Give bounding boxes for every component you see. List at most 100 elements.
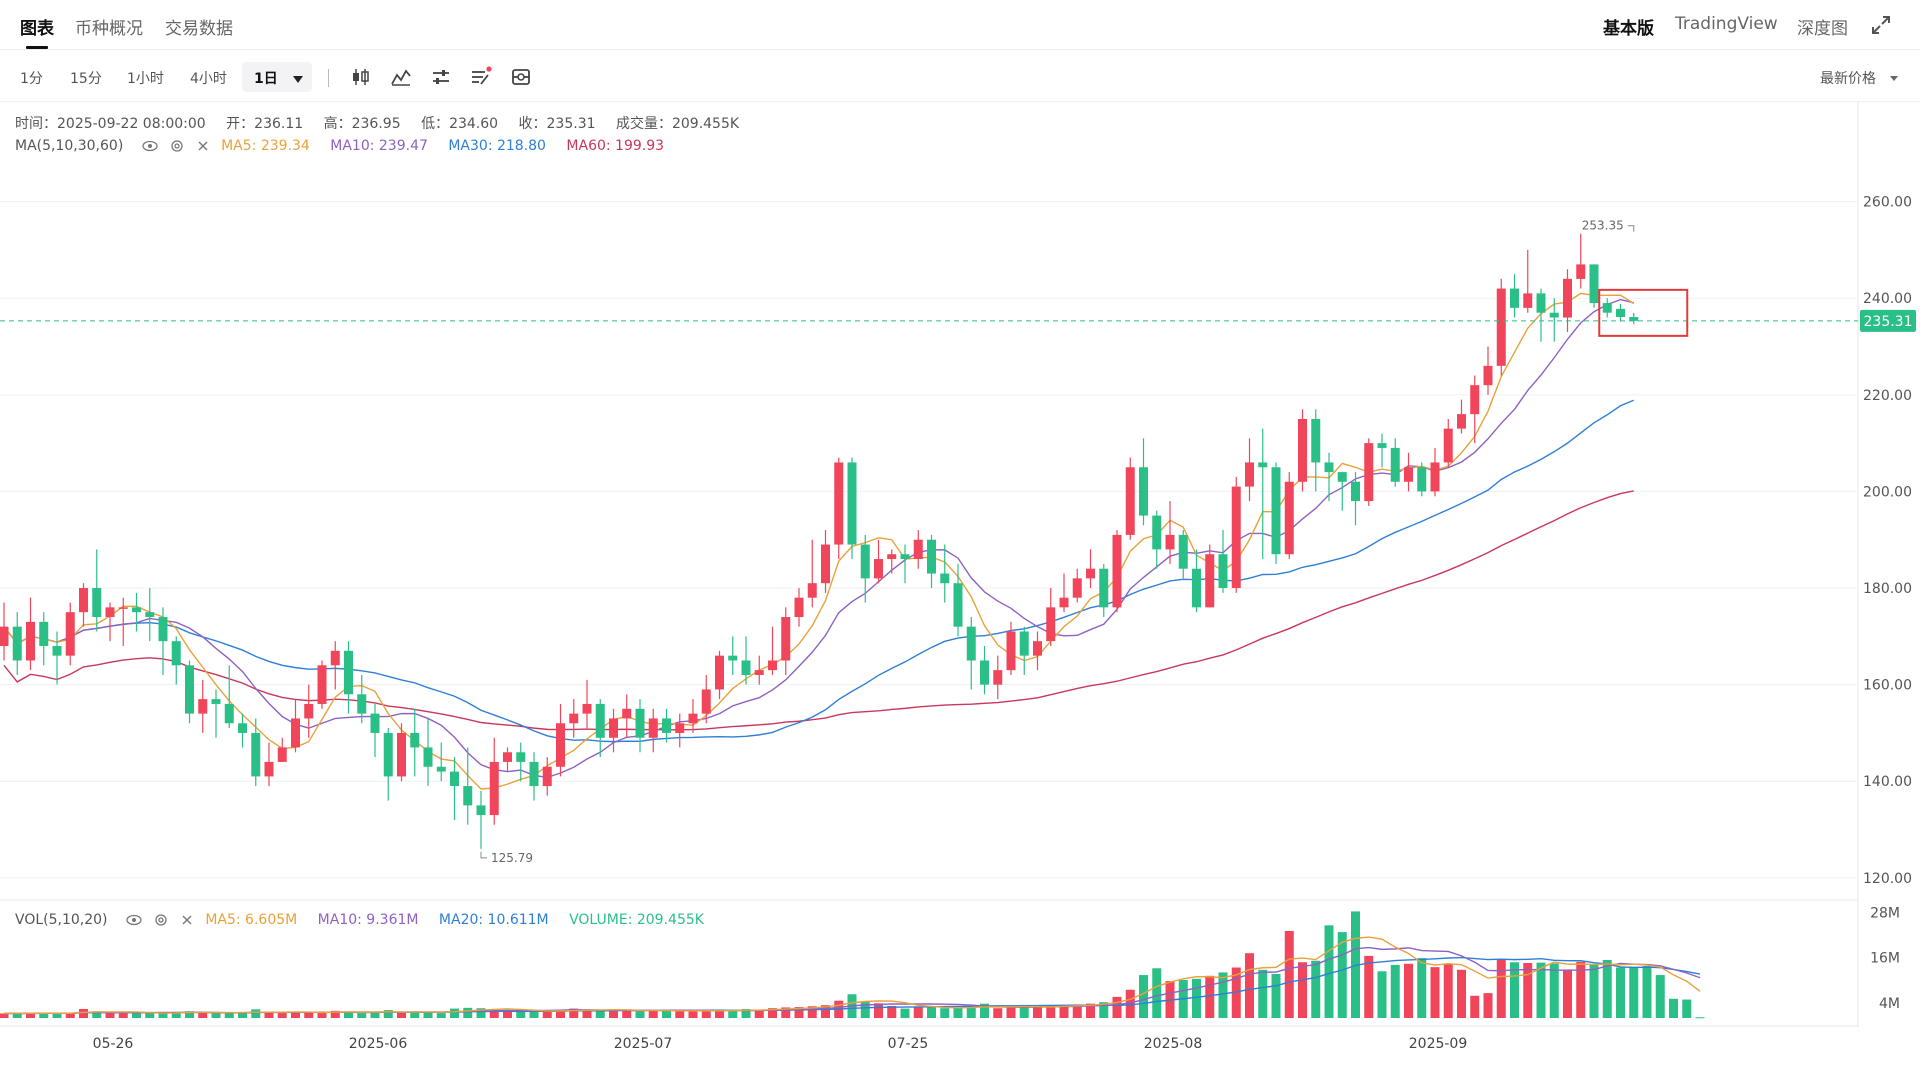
tab-trade-data[interactable]: 交易数据 bbox=[165, 19, 233, 39]
volume-bar bbox=[728, 1009, 738, 1018]
info-low: 低：234.60 bbox=[421, 116, 499, 132]
volume-bar bbox=[768, 1008, 777, 1018]
volume-bar bbox=[1192, 978, 1201, 1018]
candle-body bbox=[887, 554, 897, 560]
volume-bar bbox=[12, 1013, 22, 1018]
volume-bar bbox=[807, 1006, 817, 1018]
vol-settings-gear-icon[interactable] bbox=[154, 913, 168, 927]
candle-body bbox=[1549, 312, 1559, 318]
interval-1min[interactable]: 1分 bbox=[20, 71, 43, 87]
volume-bar bbox=[529, 1011, 539, 1018]
time-tick-label: 2025-09 bbox=[1409, 1036, 1468, 1052]
volume-bar bbox=[1496, 959, 1506, 1018]
price-type-selector[interactable]: 最新价格 bbox=[1820, 71, 1876, 87]
ma-close-icon[interactable] bbox=[197, 140, 209, 152]
interval-1day-label[interactable]: 1日 bbox=[254, 71, 278, 87]
candlestick-type-icon[interactable] bbox=[350, 66, 372, 88]
volume-bar bbox=[741, 1008, 751, 1018]
candle-body bbox=[807, 583, 817, 598]
volume-bar bbox=[980, 1003, 989, 1018]
candle-body bbox=[728, 655, 738, 661]
volume-bar bbox=[781, 1007, 791, 1018]
price-type-chevron-icon[interactable] bbox=[1890, 76, 1898, 81]
info-volume: 成交量：209.455K bbox=[615, 116, 740, 132]
interval-dropdown-chevron-icon[interactable] bbox=[293, 76, 303, 83]
price-tick-label: 200.00 bbox=[1863, 484, 1912, 500]
ma-visibility-eye-icon[interactable] bbox=[142, 139, 158, 153]
candle-body bbox=[1099, 568, 1109, 608]
volume-bar bbox=[754, 1010, 764, 1018]
volume-bar bbox=[1430, 967, 1440, 1018]
volume-bar bbox=[1337, 932, 1347, 1018]
max-price-label: 253.35 bbox=[1582, 219, 1624, 233]
candle-body bbox=[993, 670, 1003, 685]
time-tick-label: 2025-06 bbox=[349, 1036, 408, 1052]
tab-depth-chart[interactable]: 深度图 bbox=[1797, 19, 1848, 39]
volume-bar bbox=[1125, 989, 1135, 1018]
candle-body bbox=[1417, 467, 1427, 492]
candle-body bbox=[900, 554, 910, 560]
candle-body bbox=[503, 752, 512, 762]
volume-bar bbox=[1019, 1006, 1029, 1018]
candle-body bbox=[1152, 515, 1162, 550]
tab-basic-version[interactable]: 基本版 bbox=[1603, 19, 1654, 39]
volume-bar bbox=[1669, 998, 1678, 1018]
volume-bar bbox=[1006, 1007, 1016, 1018]
vol-visibility-eye-icon[interactable] bbox=[126, 913, 142, 927]
candle-body bbox=[609, 718, 618, 738]
volume-bar bbox=[264, 1012, 274, 1018]
candle-body bbox=[662, 718, 671, 733]
candle-body bbox=[754, 670, 764, 675]
volume-bar bbox=[1086, 1003, 1095, 1018]
top-tab-bar: 图表 币种概况 交易数据 基本版 TradingView 深度图 bbox=[0, 0, 1920, 50]
ma-settings-gear-icon[interactable] bbox=[170, 139, 184, 153]
tab-chart[interactable]: 图表 bbox=[20, 19, 54, 39]
interval-15min[interactable]: 15分 bbox=[70, 71, 102, 87]
candle-body bbox=[1258, 462, 1268, 468]
volume-bar bbox=[662, 1010, 671, 1018]
ma5-value: MA5: 239.34 bbox=[221, 138, 310, 154]
candle-body bbox=[463, 786, 473, 806]
volume-bar bbox=[39, 1012, 49, 1018]
candle-body bbox=[185, 665, 194, 714]
tab-coin-overview[interactable]: 币种概况 bbox=[75, 19, 143, 39]
candle-body bbox=[1576, 264, 1586, 279]
candle-body bbox=[1311, 418, 1321, 463]
candle-body bbox=[940, 573, 950, 584]
interval-4hour[interactable]: 4小时 bbox=[190, 71, 227, 87]
candle-body bbox=[874, 559, 883, 579]
interval-1hour[interactable]: 1小时 bbox=[127, 71, 164, 87]
volume-bar bbox=[1483, 993, 1493, 1018]
volume-bar bbox=[224, 1013, 234, 1018]
time-tick-label: 2025-08 bbox=[1144, 1036, 1203, 1052]
reset-chart-icon[interactable] bbox=[510, 66, 532, 88]
settings-sliders-icon[interactable] bbox=[430, 66, 452, 88]
candle-body bbox=[1510, 288, 1519, 308]
candle-body bbox=[741, 660, 751, 675]
volume-bar bbox=[1231, 967, 1241, 1018]
candle-body bbox=[1298, 418, 1307, 482]
price-tick-label: 180.00 bbox=[1863, 581, 1912, 597]
ohlc-info-line: 时间：2025-09-22 08:00:00 开：236.11 高：236.95… bbox=[15, 113, 755, 133]
candle-body bbox=[860, 544, 870, 579]
candle-body bbox=[675, 723, 685, 733]
indicator-icon[interactable] bbox=[390, 66, 412, 88]
vol-ma5-line bbox=[3, 936, 1701, 1015]
volume-bar bbox=[688, 1010, 698, 1018]
vol-close-icon[interactable] bbox=[181, 914, 193, 926]
expand-fullscreen-icon[interactable] bbox=[1870, 14, 1892, 36]
volume-bar bbox=[317, 1011, 327, 1018]
drawing-list-icon[interactable] bbox=[470, 66, 492, 88]
candle-body bbox=[1364, 443, 1374, 502]
volume-bar bbox=[715, 1010, 724, 1018]
ma-indicator-name: MA(5,10,30,60) bbox=[15, 138, 124, 154]
candle-body bbox=[688, 713, 698, 724]
tab-tradingview[interactable]: TradingView bbox=[1675, 14, 1778, 34]
candle-body bbox=[913, 539, 923, 560]
candle-body bbox=[1470, 385, 1480, 415]
ma30-value: MA30: 218.80 bbox=[448, 138, 546, 154]
candle-body bbox=[1112, 534, 1122, 608]
volume-bar bbox=[198, 1012, 208, 1018]
volume-bar bbox=[251, 1009, 261, 1018]
volume-bar bbox=[1351, 911, 1360, 1018]
